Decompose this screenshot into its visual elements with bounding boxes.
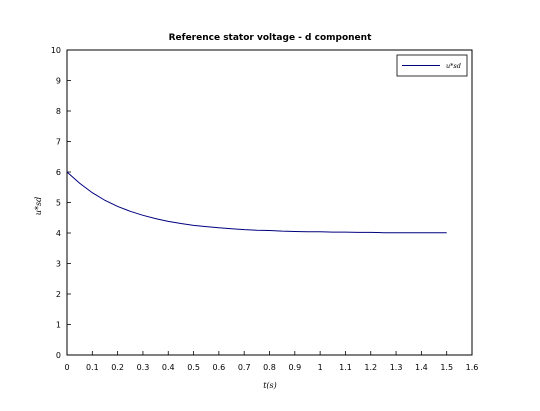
- y-tick-label: 1: [56, 321, 61, 330]
- y-tick-label: 7: [56, 138, 61, 147]
- y-tick-label: 4: [56, 229, 61, 238]
- x-tick-label: 1: [318, 363, 323, 372]
- legend-label: u*sd: [446, 62, 461, 70]
- x-tick-label: 1.1: [339, 363, 352, 372]
- y-tick-label: 0: [56, 351, 61, 360]
- x-tick-label: 0.4: [162, 363, 175, 372]
- x-tick-label: 1.2: [364, 363, 377, 372]
- y-tick-label: 5: [56, 199, 61, 208]
- x-tick-label: 1.6: [466, 363, 479, 372]
- y-tick-label: 10: [51, 46, 61, 55]
- plot-area: [66, 49, 473, 356]
- x-tick-label: 0.3: [137, 363, 150, 372]
- x-axis: 0 0.1 0.2 0.3 0.4 0.5 0.6 0.7 0.8 0.9 1 1.1 1.2 1.3 1.…: [64, 351, 478, 372]
- x-tick-label: 0.8: [263, 363, 276, 372]
- y-tick-label: 3: [56, 260, 61, 269]
- x-axis-label: t(s): [263, 381, 277, 390]
- chart-title: Reference stator voltage - d component: [169, 33, 372, 43]
- y-tick-label: 9: [56, 77, 61, 86]
- y-tick-label: 2: [56, 290, 61, 299]
- y-tick-label: 6: [56, 168, 61, 177]
- series-line: [66, 171, 447, 234]
- x-tick-label: 0.1: [86, 363, 99, 372]
- x-tick-label: 0.6: [213, 363, 226, 372]
- x-tick-label: 1.4: [415, 363, 428, 372]
- x-tick-label: 0.7: [238, 363, 251, 372]
- legend: u*sd: [396, 54, 468, 77]
- y-axis-label: u*sd: [34, 197, 43, 215]
- y-axis: 0 1 2 3 4 5 6 7 8 9 10: [51, 46, 71, 360]
- x-tick-label: 0.9: [288, 363, 301, 372]
- x-tick-label: 1.3: [390, 363, 403, 372]
- x-tick-label: 0.5: [187, 363, 200, 372]
- y-tick-label: 8: [56, 107, 61, 116]
- x-tick-label: 0: [64, 363, 69, 372]
- x-tick-label: 0.2: [111, 363, 124, 372]
- x-tick-label: 1.5: [440, 363, 453, 372]
